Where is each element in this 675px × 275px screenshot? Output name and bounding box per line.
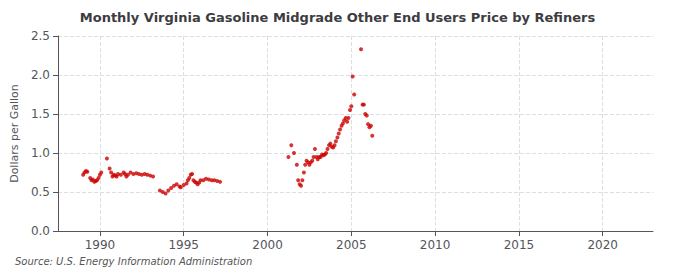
svg-text:2000: 2000 [252, 238, 283, 252]
svg-text:1.0: 1.0 [31, 146, 50, 160]
svg-text:2.5: 2.5 [31, 29, 50, 43]
svg-text:2020: 2020 [587, 238, 618, 252]
svg-text:2.0: 2.0 [31, 68, 50, 82]
svg-text:1990: 1990 [85, 238, 116, 252]
svg-text:2005: 2005 [336, 238, 367, 252]
svg-text:Dollars per Gallon: Dollars per Gallon [8, 84, 21, 183]
svg-text:1.5: 1.5 [31, 107, 50, 121]
svg-text:2015: 2015 [504, 238, 535, 252]
svg-text:2010: 2010 [420, 238, 451, 252]
svg-text:Monthly Virginia Gasoline Midg: Monthly Virginia Gasoline Midgrade Other… [80, 10, 596, 25]
svg-text:1995: 1995 [168, 238, 199, 252]
svg-text:0.5: 0.5 [31, 185, 50, 199]
svg-text:Source: U.S. Energy Informatio: Source: U.S. Energy Information Administ… [15, 256, 252, 267]
svg-text:0.0: 0.0 [31, 224, 50, 238]
